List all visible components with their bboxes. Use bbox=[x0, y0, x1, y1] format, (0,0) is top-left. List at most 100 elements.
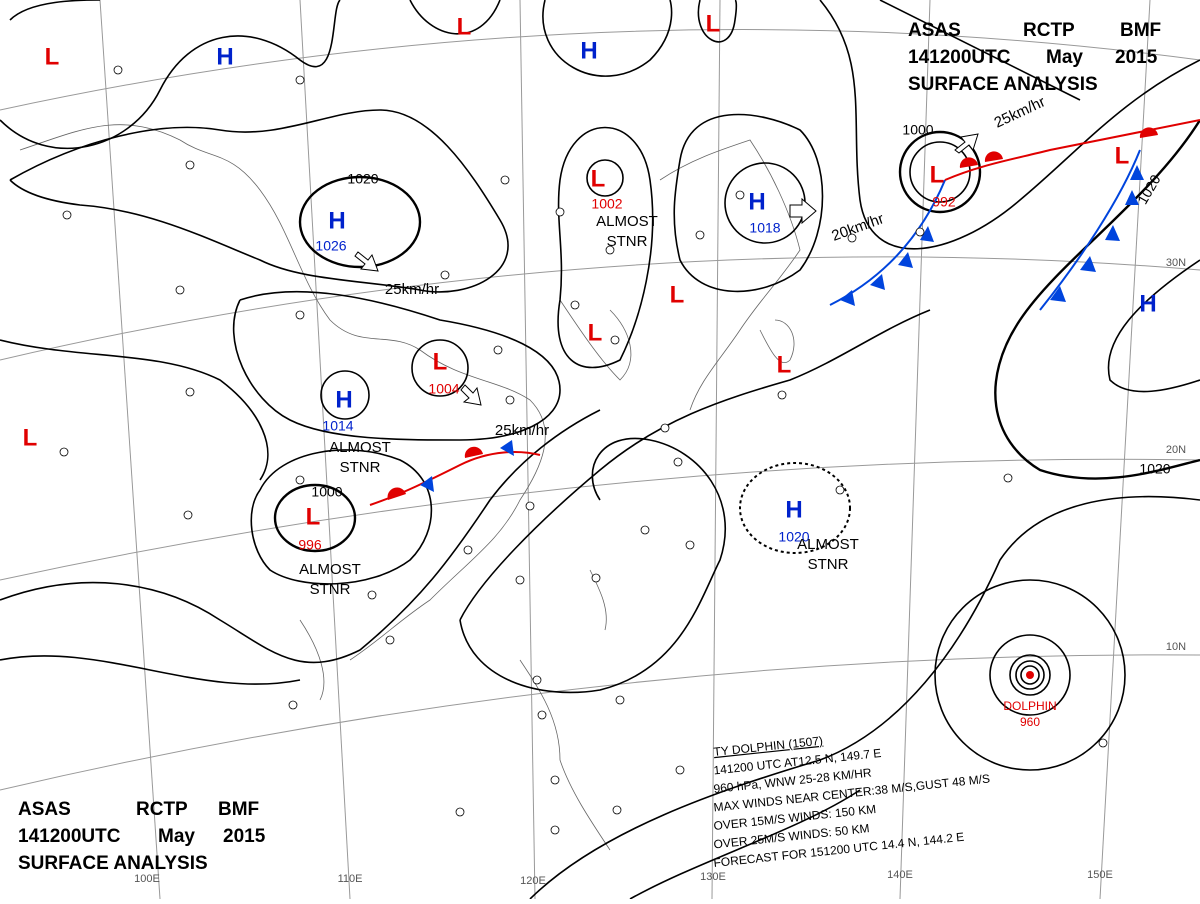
longitude-label: 100E bbox=[134, 873, 160, 885]
station bbox=[847, 233, 857, 243]
station bbox=[537, 710, 547, 720]
isobar-label: 1000 bbox=[311, 484, 342, 500]
station bbox=[113, 65, 123, 75]
station bbox=[1098, 738, 1108, 748]
header-text: May bbox=[1046, 47, 1083, 68]
movement-label: 25km/hr bbox=[385, 281, 439, 298]
header-text: 2015 bbox=[223, 826, 266, 847]
station bbox=[1003, 473, 1013, 483]
station bbox=[288, 700, 298, 710]
station bbox=[62, 210, 72, 220]
note-text: ALMOST bbox=[299, 561, 361, 578]
center-symbol: H bbox=[335, 386, 352, 413]
station bbox=[59, 447, 69, 457]
station bbox=[550, 775, 560, 785]
station bbox=[463, 545, 473, 555]
center-pressure: 1004 bbox=[428, 381, 459, 397]
station bbox=[612, 805, 622, 815]
isobar-label: 1020 bbox=[347, 171, 378, 187]
station bbox=[550, 825, 560, 835]
station bbox=[295, 310, 305, 320]
center-symbol: L bbox=[433, 348, 448, 375]
header-text: RCTP bbox=[136, 799, 188, 820]
center-pressure: 1002 bbox=[591, 196, 622, 212]
center-symbol: L bbox=[670, 281, 685, 308]
station-plots bbox=[59, 65, 1108, 835]
header-text: 141200UTC bbox=[908, 47, 1011, 68]
center-symbol: L bbox=[45, 43, 60, 70]
station bbox=[455, 807, 465, 817]
header-text: SURFACE ANALYSIS bbox=[18, 853, 208, 874]
typhoon-center bbox=[1026, 671, 1034, 679]
station bbox=[555, 207, 565, 217]
center-pressure: 1014 bbox=[322, 418, 353, 434]
center-symbol: H bbox=[216, 43, 233, 70]
center-symbol: L bbox=[588, 319, 603, 346]
center-symbol: H bbox=[328, 207, 345, 234]
station bbox=[673, 457, 683, 467]
center-pressure: 1020 bbox=[778, 529, 809, 545]
latitude-label: 10N bbox=[1166, 641, 1186, 653]
isobar-label: 1000 bbox=[902, 122, 933, 138]
fronts bbox=[369, 119, 1200, 506]
station bbox=[185, 387, 195, 397]
station bbox=[695, 230, 705, 240]
station bbox=[610, 335, 620, 345]
header-text: 2015 bbox=[1115, 47, 1158, 68]
center-symbol: L bbox=[1115, 142, 1130, 169]
center-symbol: L bbox=[23, 424, 38, 451]
note-text: ALMOST bbox=[596, 213, 658, 230]
station bbox=[835, 485, 845, 495]
center-symbol: L bbox=[706, 10, 721, 37]
longitude-label: 140E bbox=[887, 869, 913, 881]
station bbox=[185, 160, 195, 170]
typhoon-name: DOLPHIN bbox=[1003, 699, 1056, 713]
note-text: STNR bbox=[340, 459, 381, 476]
longitude-label: 150E bbox=[1087, 869, 1113, 881]
typhoon-pressure: 960 bbox=[1020, 715, 1040, 729]
isobar-label: 1020 bbox=[1139, 461, 1170, 477]
coastlines bbox=[19, 124, 801, 851]
center-pressure: 1018 bbox=[749, 220, 780, 236]
note-text: STNR bbox=[310, 581, 351, 598]
station bbox=[493, 345, 503, 355]
center-symbol: H bbox=[748, 188, 765, 215]
station bbox=[777, 390, 787, 400]
header-text: SURFACE ANALYSIS bbox=[908, 74, 1098, 95]
center-symbol: L bbox=[591, 165, 606, 192]
station bbox=[605, 245, 615, 255]
station bbox=[175, 285, 185, 295]
header-text: 141200UTC bbox=[18, 826, 121, 847]
station bbox=[500, 175, 510, 185]
station bbox=[685, 540, 695, 550]
center-symbol: L bbox=[930, 161, 945, 188]
station bbox=[915, 227, 925, 237]
center-pressure: 1026 bbox=[315, 238, 346, 254]
station bbox=[675, 765, 685, 775]
station bbox=[640, 525, 650, 535]
longitude-label: 110E bbox=[338, 873, 363, 885]
header-text: BMF bbox=[1120, 20, 1161, 41]
station bbox=[660, 423, 670, 433]
header-text: ASAS bbox=[908, 20, 961, 41]
note-text: STNR bbox=[808, 556, 849, 573]
station bbox=[532, 675, 542, 685]
center-symbol: L bbox=[457, 13, 472, 40]
note-text: ALMOST bbox=[329, 439, 391, 456]
latitude-label: 20N bbox=[1166, 444, 1186, 456]
motion-arrows bbox=[354, 133, 979, 406]
station bbox=[515, 575, 525, 585]
center-symbol: L bbox=[777, 351, 792, 378]
center-symbol: H bbox=[785, 496, 802, 523]
center-symbol: L bbox=[306, 503, 321, 530]
note-text: ALMOST bbox=[797, 536, 859, 553]
longitude-label: 130E bbox=[700, 871, 726, 883]
center-pressure: 992 bbox=[932, 194, 956, 210]
station bbox=[591, 573, 601, 583]
longitude-label: 120E bbox=[520, 875, 546, 887]
station bbox=[367, 590, 377, 600]
